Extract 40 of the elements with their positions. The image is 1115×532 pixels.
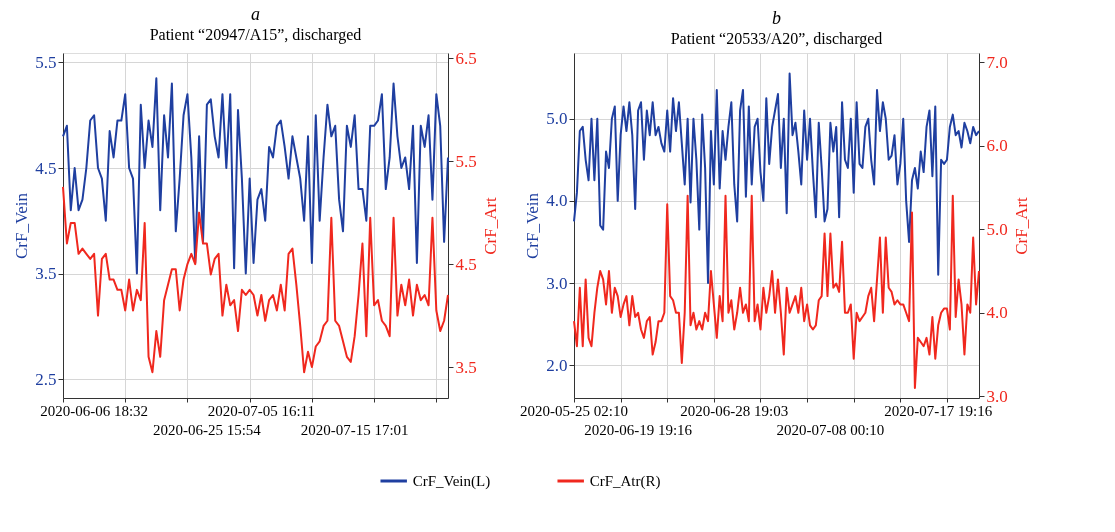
y-tick-label: 5.5 [35, 53, 57, 72]
y-tick-label: 3.0 [546, 273, 568, 293]
y-tick-label: 2.0 [546, 355, 568, 375]
y2-tick-label: 6.5 [455, 48, 477, 68]
y-tick-label: 2.5 [35, 369, 57, 389]
x-tick-label: 2020-06-25 15:54 [152, 422, 262, 438]
y2-tick-label: 3.0 [986, 386, 1008, 406]
x-tick-label: 2020-07-15 17:01 [300, 422, 409, 438]
line-series [573, 194, 980, 389]
legend-label: CrF_Vein(L) [412, 473, 491, 490]
y-tick-label: 4.0 [546, 191, 568, 211]
legend-label: CrF_Atr(R) [589, 473, 661, 490]
y-axis-title: CrF_Vein [12, 192, 32, 260]
chart-title: b [772, 8, 781, 28]
y-tick-label: 5.0 [546, 109, 568, 129]
y2-tick-label: 4.0 [986, 303, 1008, 323]
x-tick-label: 2020-07-08 00:10 [776, 422, 885, 438]
y2-tick-label: 4.5 [455, 254, 477, 274]
chart-subtitle: Patient “20947/A15”, discharged [149, 26, 362, 45]
y-axis-title: CrF_Vein [523, 192, 543, 260]
y2-tick-label: 3.5 [455, 357, 477, 377]
x-tick-label: 2020-07-05 16:11 [207, 403, 316, 419]
y2-tick-label: 5.0 [986, 219, 1008, 239]
y2-tick-label: 6.0 [986, 136, 1008, 156]
chart-title: a [251, 4, 260, 25]
y2-tick-label: 5.5 [455, 151, 477, 171]
x-tick-label: 2020-06-28 19:03 [680, 403, 789, 419]
line-series [62, 77, 449, 275]
line-series [573, 72, 980, 284]
x-tick-label: 2020-06-19 19:16 [584, 422, 693, 438]
y2-axis-title: CrF_Art [480, 196, 500, 255]
y2-tick-label: 7.0 [986, 52, 1008, 72]
x-tick-label: 2020-06-06 18:32 [40, 403, 149, 419]
y2-axis-title: CrF_Art [1011, 196, 1031, 255]
y-tick-label: 4.5 [35, 158, 57, 178]
x-tick-label: 2020-07-17 19:16 [884, 403, 993, 419]
y-tick-label: 3.5 [35, 264, 57, 283]
line-series [62, 185, 449, 374]
chart-subtitle: Patient “20533/A20”, discharged [670, 30, 883, 48]
x-tick-label: 2020-05-25 02:10 [520, 403, 628, 419]
